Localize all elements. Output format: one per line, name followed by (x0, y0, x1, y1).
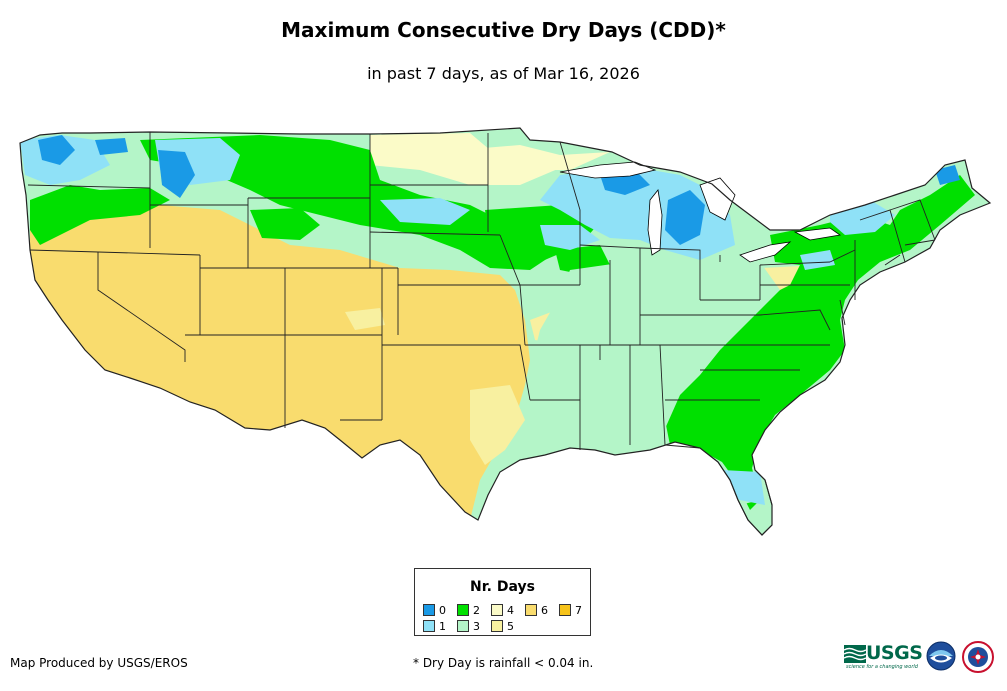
legend-item-0: 0 (423, 604, 446, 617)
map-subtitle: in past 7 days, as of Mar 16, 2026 (367, 64, 640, 83)
great-lakes (559, 161, 842, 263)
legend-swatch (491, 620, 503, 632)
legend-swatch (491, 604, 503, 616)
legend-item-6: 6 (525, 604, 548, 617)
map-title: Maximum Consecutive Dry Days (CDD)* (281, 18, 726, 42)
legend-item-5: 5 (491, 620, 514, 633)
nws-logo (962, 641, 994, 673)
legend-item-2: 2 (457, 604, 480, 617)
cdd-shading (20, 128, 990, 535)
legend-item-3: 3 (457, 620, 480, 633)
legend-swatch (457, 604, 469, 616)
florida-coast (664, 444, 773, 536)
noaa-logo (926, 641, 956, 671)
legend-swatch (423, 604, 435, 616)
legend-swatch (457, 620, 469, 632)
dry-day-footnote: * Dry Day is rainfall < 0.04 in. (413, 656, 594, 670)
legend-item-4: 4 (491, 604, 514, 617)
legend-swatch (423, 620, 435, 632)
legend-item-1: 1 (423, 620, 446, 633)
legend-swatch (559, 604, 571, 616)
usgs-logo-text: USGS (866, 642, 923, 664)
usgs-tagline: science for a changing world (846, 664, 918, 670)
legend: Nr. Days 0 1 2 3 4 5 6 7 (414, 568, 591, 636)
usgs-logo (844, 645, 866, 663)
legend-item-7: 7 (559, 604, 582, 617)
map-credit: Map Produced by USGS/EROS (10, 656, 188, 670)
legend-title: Nr. Days (470, 579, 535, 595)
legend-swatch (525, 604, 537, 616)
